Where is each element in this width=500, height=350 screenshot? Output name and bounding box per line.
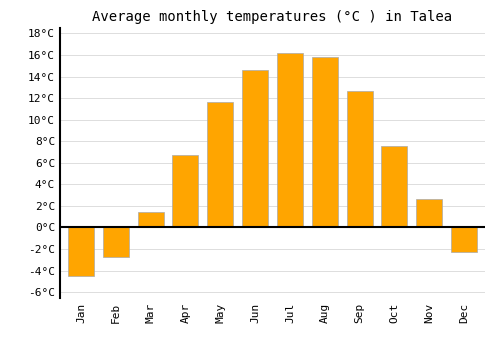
Bar [416,199,442,228]
Bar [242,70,268,228]
Bar [451,228,477,252]
Bar [382,146,407,228]
Bar [277,53,303,228]
Bar [346,91,372,228]
Bar [138,212,164,228]
Bar [102,228,129,257]
Bar [172,155,199,228]
Bar [207,103,234,228]
Bar [68,228,94,276]
Bar [312,57,338,228]
Title: Average monthly temperatures (°C ) in Talea: Average monthly temperatures (°C ) in Ta… [92,10,452,24]
